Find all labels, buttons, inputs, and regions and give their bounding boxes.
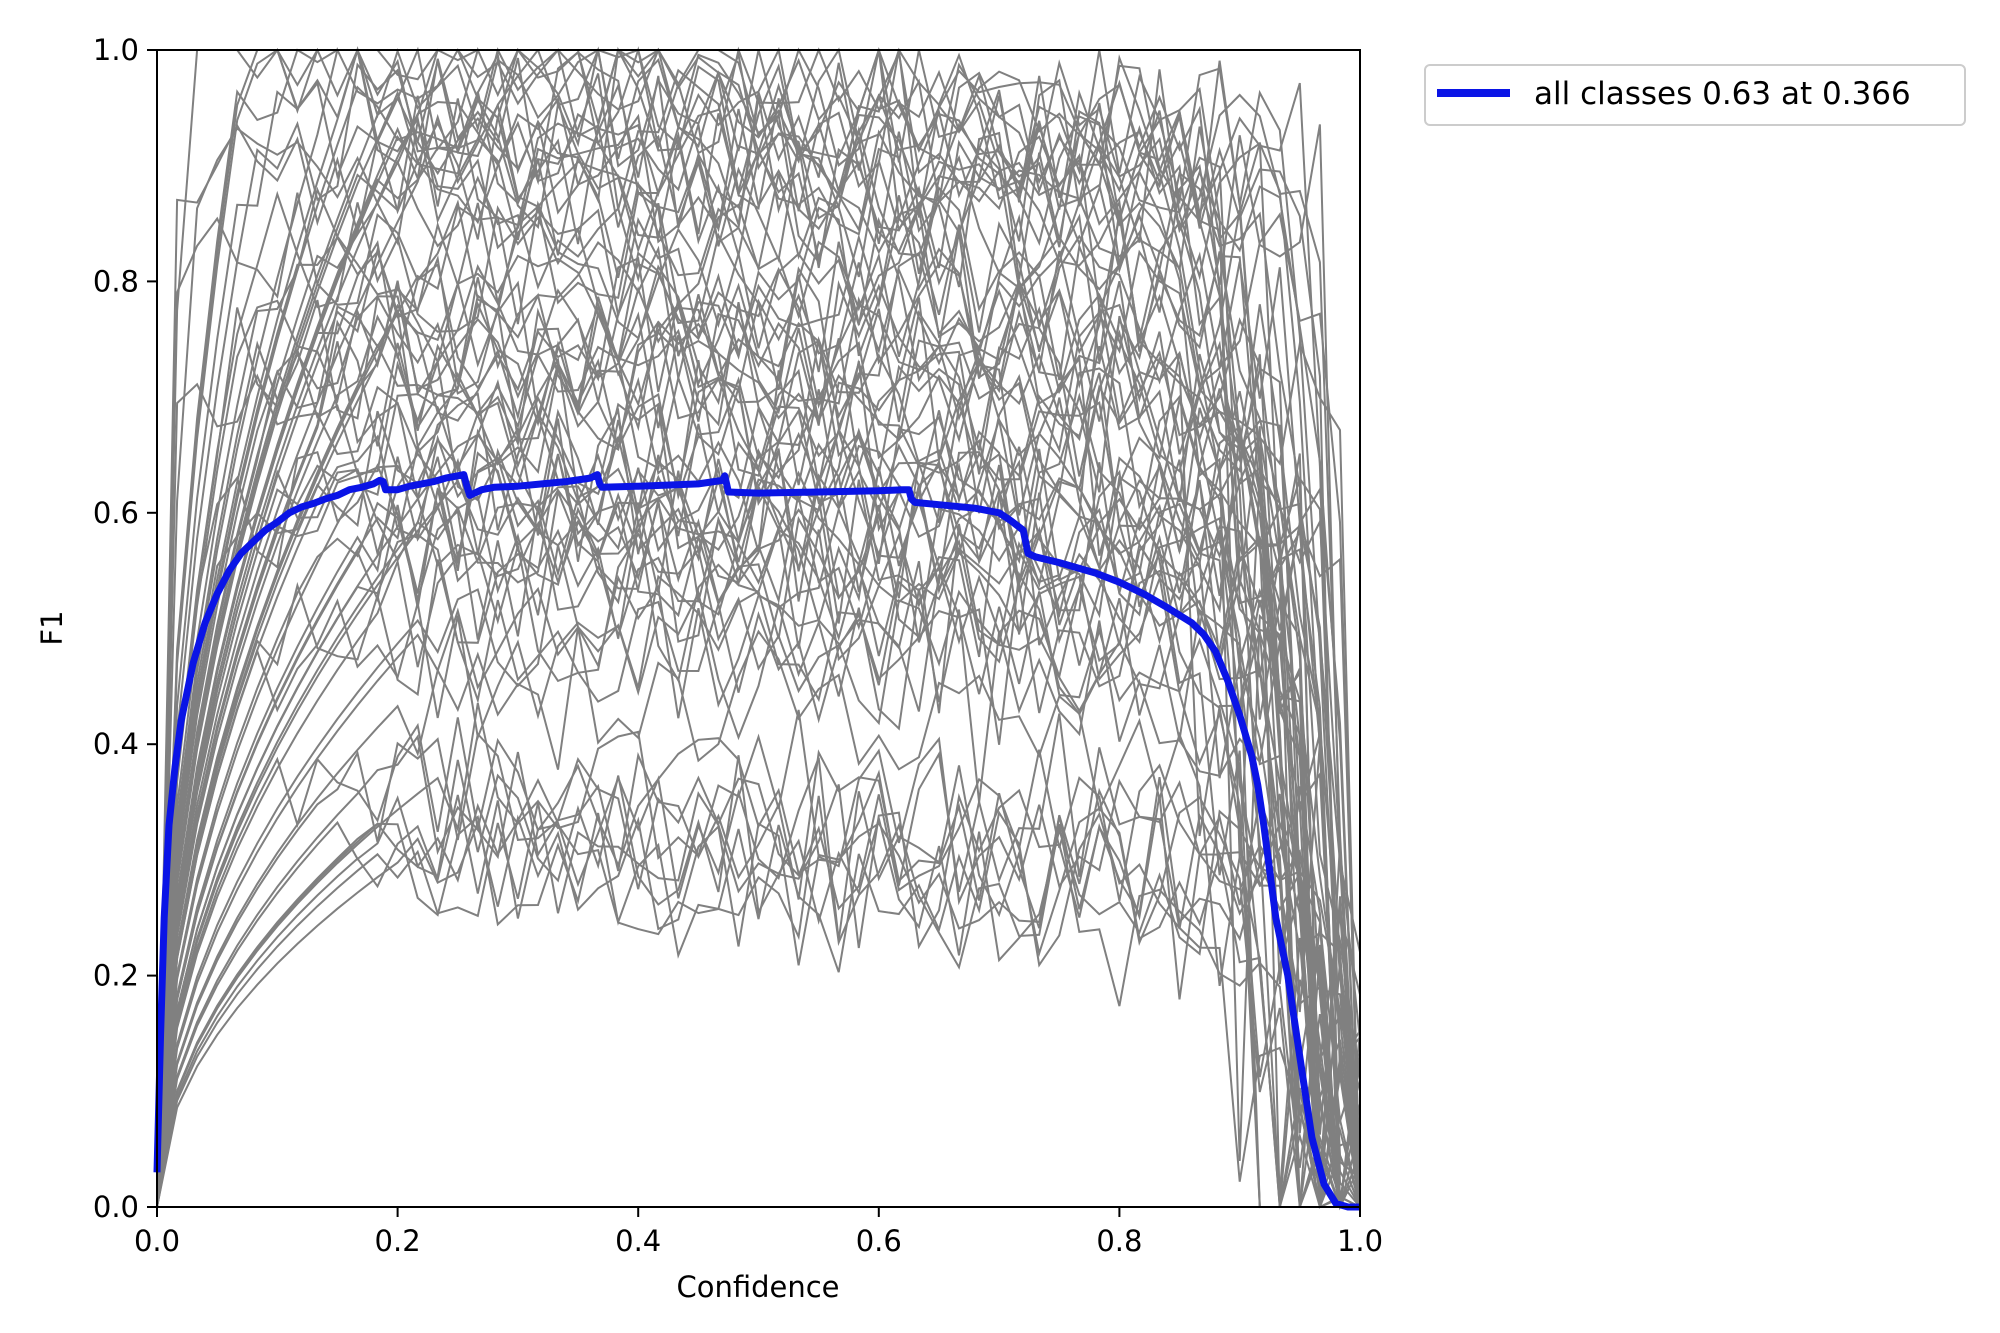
series-line-all-classes xyxy=(153,471,1360,1211)
class-curve xyxy=(156,121,1360,1208)
class-curve xyxy=(156,348,1360,1208)
class-curve xyxy=(156,264,1361,1208)
x-tick-label: 0.4 xyxy=(615,1224,661,1258)
class-curve xyxy=(156,626,1361,1208)
x-tick-label: 0.8 xyxy=(1096,1224,1142,1258)
class-curve xyxy=(156,262,1361,1208)
class-curve xyxy=(156,447,1361,1208)
per-class-curves xyxy=(156,46,1361,1211)
class-curve xyxy=(156,47,1361,1208)
series-layer xyxy=(153,471,1360,1211)
x-axis-label: Confidence xyxy=(676,1270,839,1304)
x-axis: 0.0 0.2 0.4 0.6 0.8 1.0 xyxy=(134,1207,1383,1258)
y-tick-label: 1.0 xyxy=(93,33,139,67)
x-tick-label: 1.0 xyxy=(1337,1224,1383,1258)
y-tick-label: 0.0 xyxy=(93,1190,139,1224)
y-axis: 0.0 0.2 0.4 0.6 0.8 1.0 xyxy=(93,33,157,1224)
class-curve xyxy=(156,80,1361,1208)
class-curve xyxy=(156,794,1361,1211)
class-curve xyxy=(156,49,1360,1208)
class-curve xyxy=(156,46,1361,1208)
class-curve xyxy=(156,499,1361,1208)
y-axis-label: F1 xyxy=(35,610,69,645)
class-curve xyxy=(156,734,1360,1208)
x-tick-label: 0.2 xyxy=(375,1224,421,1258)
legend-box xyxy=(1424,64,1966,126)
x-tick-label: 0.6 xyxy=(856,1224,902,1258)
class-curve xyxy=(156,235,1360,1208)
class-curve xyxy=(156,102,1361,1208)
class-curve xyxy=(156,300,1361,1208)
class-curve xyxy=(156,336,1361,1208)
x-tick-label: 0.0 xyxy=(134,1224,180,1258)
class-curve xyxy=(156,755,1360,1208)
y-tick-label: 0.2 xyxy=(93,959,139,993)
class-curve xyxy=(156,450,1361,1208)
class-curve xyxy=(156,731,1361,1208)
y-tick-label: 0.6 xyxy=(93,496,139,530)
legend: all classes 0.63 at 0.366 xyxy=(1424,64,1966,126)
class-curve xyxy=(156,378,1361,1208)
class-curve xyxy=(156,456,1361,1209)
class-curve xyxy=(156,397,1361,1208)
y-tick-label: 0.8 xyxy=(93,264,139,298)
class-curve xyxy=(156,532,1361,1208)
class-curve xyxy=(156,456,1361,1208)
class-curve xyxy=(156,186,1361,1208)
y-tick-label: 0.4 xyxy=(93,727,139,761)
class-curve xyxy=(156,559,1361,1208)
class-curve xyxy=(156,795,1360,1208)
class-curve xyxy=(156,588,1361,1208)
class-curve xyxy=(156,487,1361,1208)
legend-label-all-classes: all classes 0.63 at 0.366 xyxy=(1534,76,1911,112)
class-curve xyxy=(156,307,1361,1208)
class-curve xyxy=(156,791,1361,1208)
plot-area xyxy=(153,46,1361,1211)
class-curve xyxy=(156,191,1361,1208)
plot-frame xyxy=(156,49,1361,1208)
class-curve xyxy=(156,89,1361,1208)
class-curve xyxy=(156,293,1361,1208)
class-curve xyxy=(156,702,1361,1208)
